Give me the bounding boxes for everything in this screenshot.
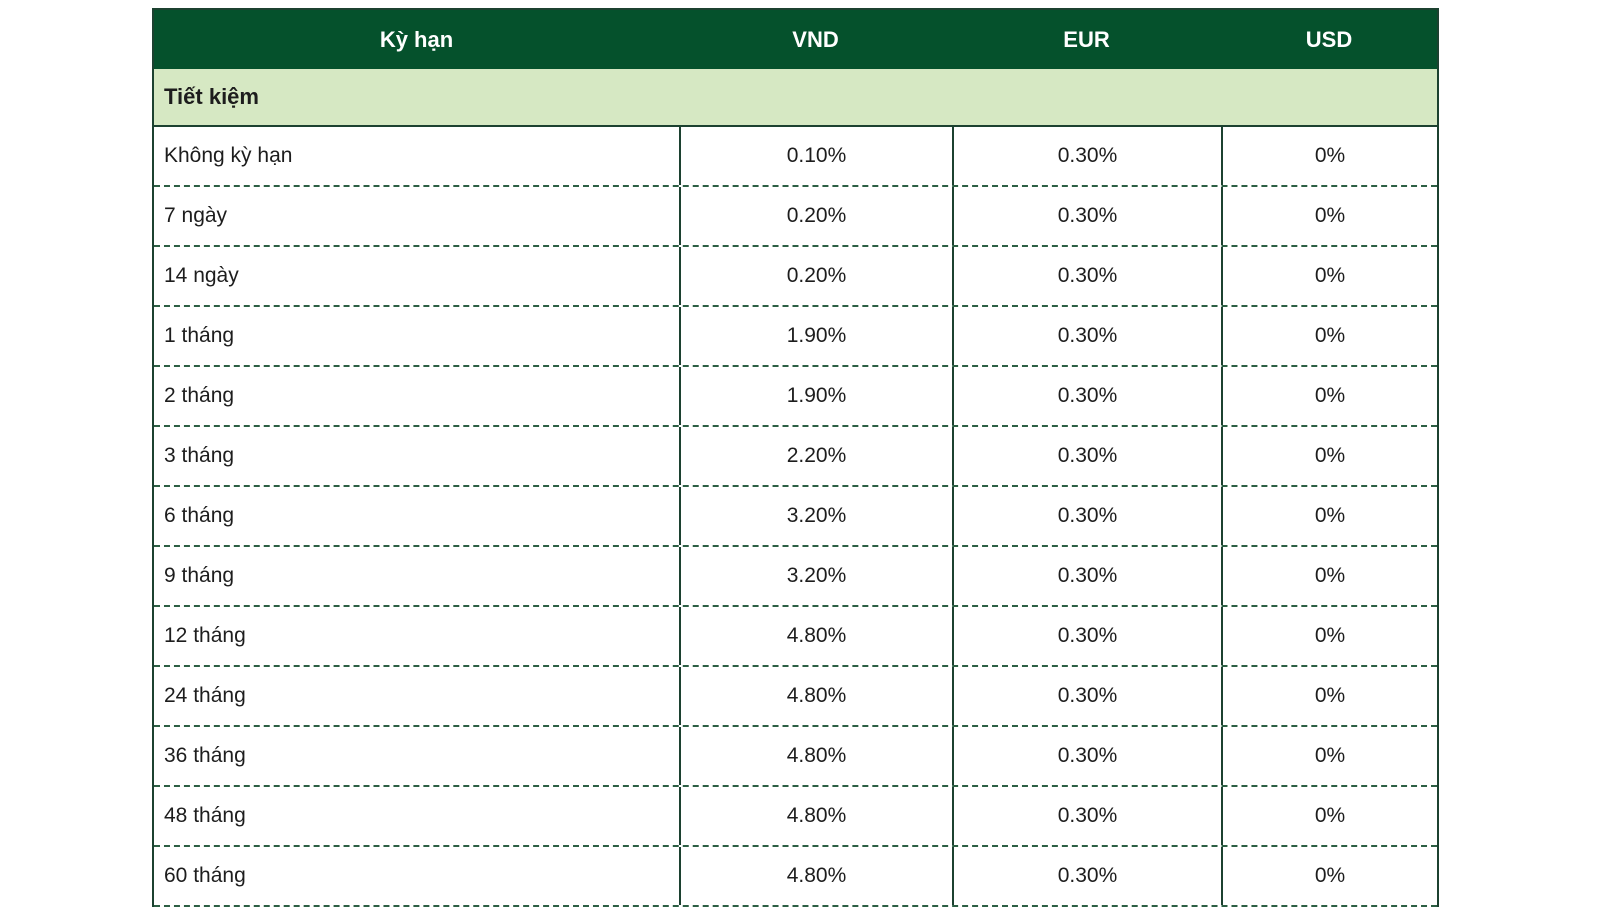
- usd-rate-cell: 0%: [1221, 187, 1437, 245]
- term-cell: 6 tháng: [164, 504, 235, 527]
- vnd-rate-cell: 3.20%: [679, 547, 952, 605]
- term-cell: 60 tháng: [164, 864, 246, 887]
- eur-rate-cell: 0.30%: [952, 427, 1221, 485]
- vnd-rate-cell: 1.90%: [679, 367, 952, 425]
- vnd-rate-cell: 2.20%: [679, 427, 952, 485]
- usd-rate-cell: 0%: [1221, 847, 1437, 905]
- table-row: 1 tháng 1.90% 0.30% 0%: [154, 307, 1437, 367]
- table-row: 6 tháng 3.20% 0.30% 0%: [154, 487, 1437, 547]
- term-cell: 7 ngày: [164, 204, 228, 227]
- vnd-rate-cell: 4.80%: [679, 847, 952, 905]
- eur-rate-cell: 0.30%: [952, 127, 1221, 185]
- eur-rate-cell: 0.30%: [952, 787, 1221, 845]
- usd-rate-cell: 0%: [1221, 727, 1437, 785]
- eur-rate-cell: 0.30%: [952, 547, 1221, 605]
- column-header-usd: USD: [1305, 26, 1353, 52]
- vnd-rate-cell: 4.80%: [679, 607, 952, 665]
- eur-rate-cell: 0.30%: [952, 667, 1221, 725]
- usd-rate-cell: 0%: [1221, 307, 1437, 365]
- eur-rate-cell: 0.30%: [952, 487, 1221, 545]
- usd-rate-cell: 0%: [1221, 787, 1437, 845]
- term-cell: 24 tháng: [164, 684, 246, 707]
- usd-rate-cell: 0%: [1221, 367, 1437, 425]
- table-row: 36 tháng 4.80% 0.30% 0%: [154, 727, 1437, 787]
- table-header-row: Kỳ hạn VND EUR USD: [154, 10, 1437, 69]
- table-row: Không kỳ hạn 0.10% 0.30% 0%: [154, 127, 1437, 187]
- usd-rate-cell: 0%: [1221, 547, 1437, 605]
- column-header-vnd: VND: [792, 26, 839, 52]
- eur-rate-cell: 0.30%: [952, 247, 1221, 305]
- vnd-rate-cell: 4.80%: [679, 787, 952, 845]
- vnd-rate-cell: 0.20%: [679, 187, 952, 245]
- interest-rate-table: Kỳ hạn VND EUR USD Tiết kiệm Không kỳ hạ…: [152, 8, 1439, 907]
- usd-rate-cell: 0%: [1221, 427, 1437, 485]
- table-row: 14 ngày 0.20% 0.30% 0%: [154, 247, 1437, 307]
- usd-rate-cell: 0%: [1221, 247, 1437, 305]
- usd-rate-cell: 0%: [1221, 667, 1437, 725]
- table-row: 48 tháng 4.80% 0.30% 0%: [154, 787, 1437, 847]
- term-cell: 36 tháng: [164, 744, 246, 767]
- table-row: 12 tháng 4.80% 0.30% 0%: [154, 607, 1437, 667]
- term-cell: 12 tháng: [164, 624, 246, 647]
- column-header-eur: EUR: [1063, 26, 1110, 52]
- term-cell: 1 tháng: [164, 324, 235, 347]
- term-cell: Không kỳ hạn: [164, 144, 293, 167]
- usd-rate-cell: 0%: [1221, 607, 1437, 665]
- table-row: 7 ngày 0.20% 0.30% 0%: [154, 187, 1437, 247]
- eur-rate-cell: 0.30%: [952, 607, 1221, 665]
- eur-rate-cell: 0.30%: [952, 187, 1221, 245]
- vnd-rate-cell: 0.20%: [679, 247, 952, 305]
- vnd-rate-cell: 3.20%: [679, 487, 952, 545]
- term-cell: 9 tháng: [164, 564, 235, 587]
- group-header-row: Tiết kiệm: [154, 69, 1437, 127]
- term-cell: 14 ngày: [164, 264, 239, 287]
- table-row: 2 tháng 1.90% 0.30% 0%: [154, 367, 1437, 427]
- usd-rate-cell: 0%: [1221, 487, 1437, 545]
- vnd-rate-cell: 4.80%: [679, 727, 952, 785]
- vnd-rate-cell: 4.80%: [679, 667, 952, 725]
- group-label: Tiết kiệm: [164, 84, 259, 109]
- term-cell: 3 tháng: [164, 444, 235, 467]
- vnd-rate-cell: 0.10%: [679, 127, 952, 185]
- eur-rate-cell: 0.30%: [952, 727, 1221, 785]
- table-row: 9 tháng 3.20% 0.30% 0%: [154, 547, 1437, 607]
- term-cell: 48 tháng: [164, 804, 246, 827]
- table-row: 3 tháng 2.20% 0.30% 0%: [154, 427, 1437, 487]
- eur-rate-cell: 0.30%: [952, 307, 1221, 365]
- table-body: Không kỳ hạn 0.10% 0.30% 0% 7 ngày 0.20%…: [154, 127, 1437, 907]
- table-row: 60 tháng 4.80% 0.30% 0%: [154, 847, 1437, 907]
- vnd-rate-cell: 1.90%: [679, 307, 952, 365]
- usd-rate-cell: 0%: [1221, 127, 1437, 185]
- eur-rate-cell: 0.30%: [952, 847, 1221, 905]
- column-header-term: Kỳ hạn: [379, 26, 454, 52]
- term-cell: 2 tháng: [164, 384, 235, 407]
- table-row: 24 tháng 4.80% 0.30% 0%: [154, 667, 1437, 727]
- eur-rate-cell: 0.30%: [952, 367, 1221, 425]
